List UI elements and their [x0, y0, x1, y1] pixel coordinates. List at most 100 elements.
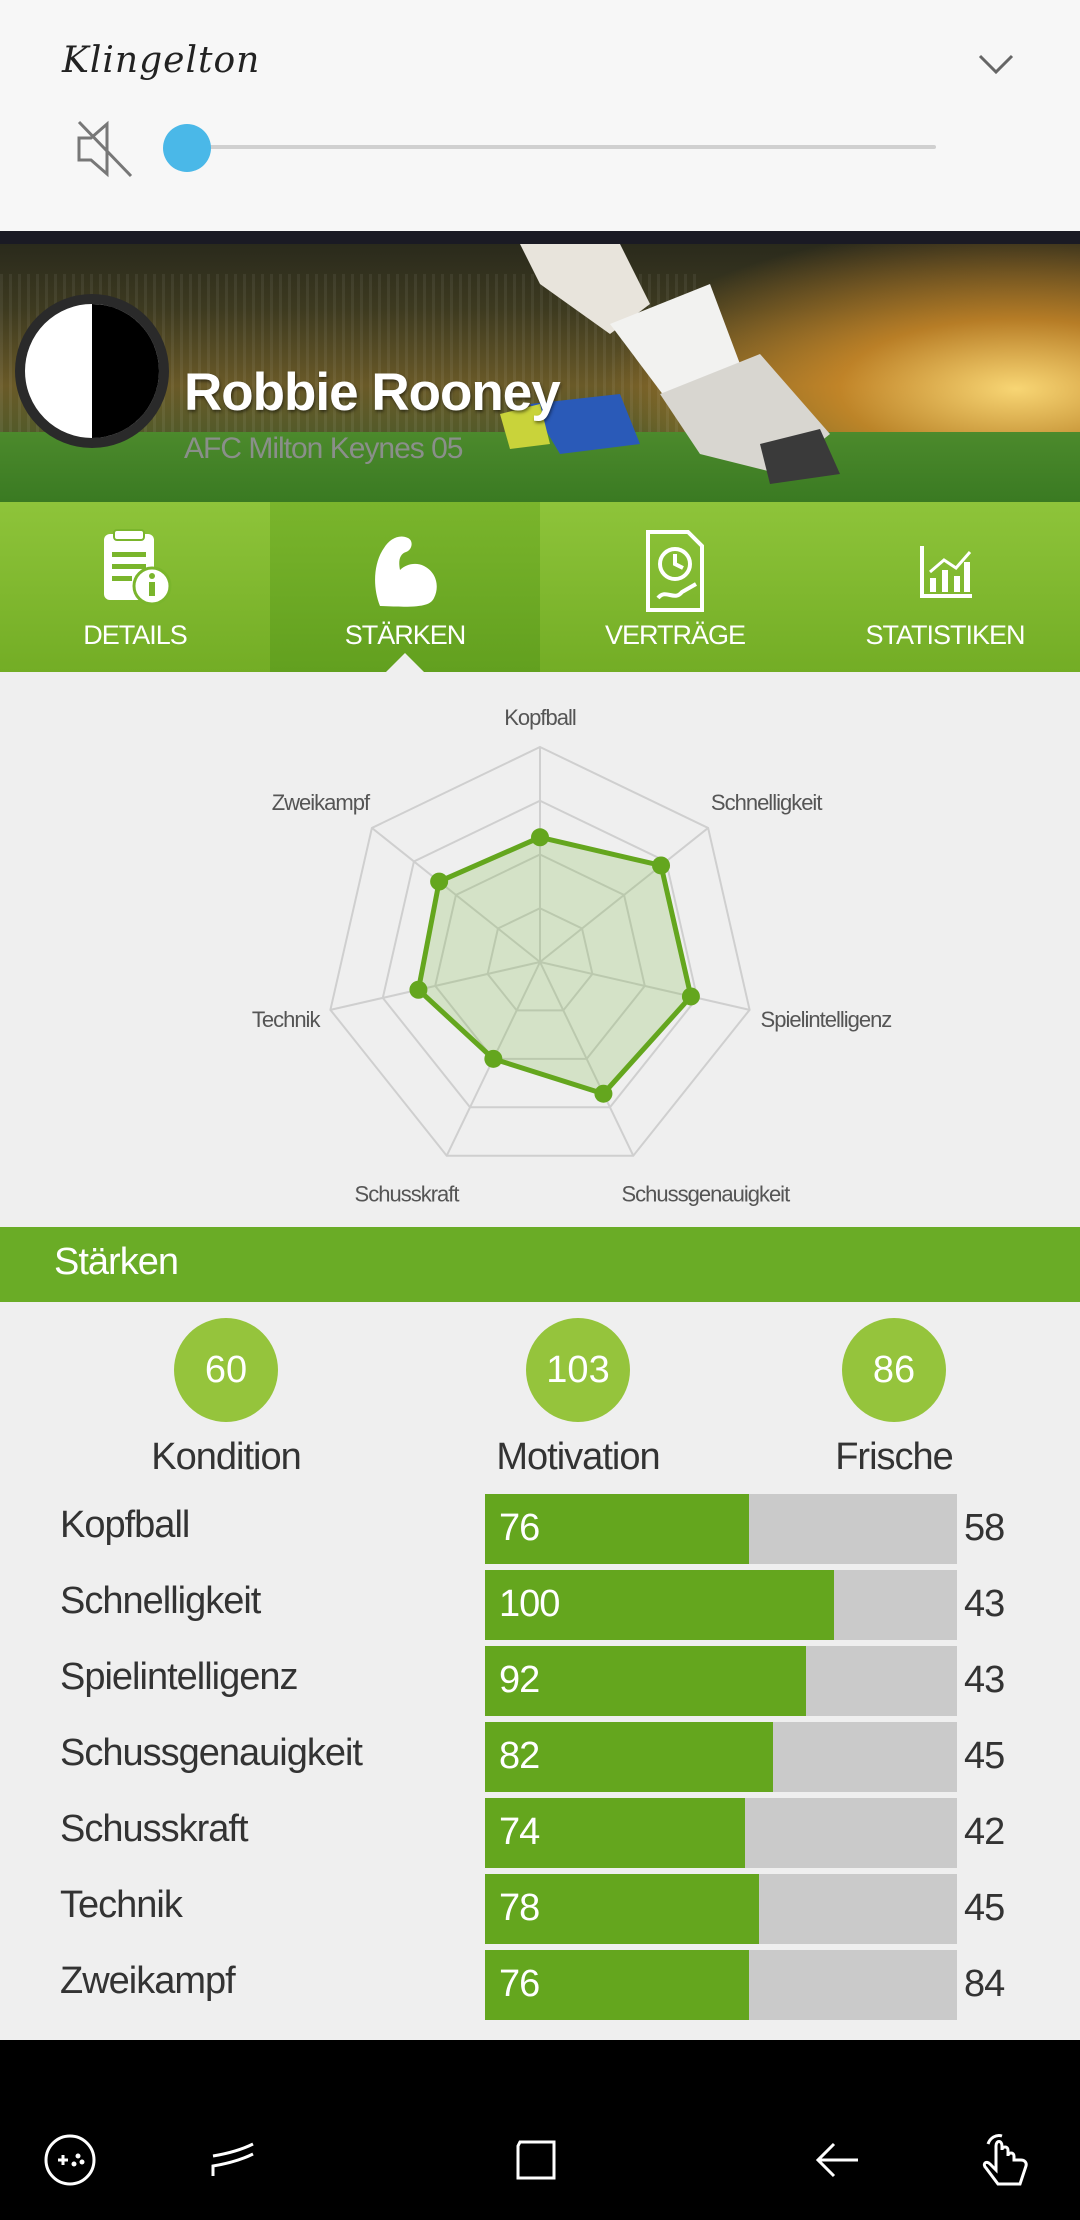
tab-statistiken-label: STATISTIKEN: [865, 620, 1025, 650]
summary-value-circle: 86: [842, 1318, 946, 1422]
recent-apps-icon[interactable]: [203, 2130, 263, 2190]
player-name: Robbie Rooney: [184, 363, 561, 422]
contract-clock-icon: [646, 530, 704, 612]
strength-value: 74: [499, 1811, 540, 1853]
radar-grid-ring: [381, 799, 699, 1109]
radar-spoke: [539, 961, 635, 1157]
section-title: Stärken: [54, 1241, 179, 1283]
summary-kondition: 60 Kondition: [96, 1318, 356, 1479]
summary-motivation: 103 Motivation: [448, 1318, 708, 1479]
touch-assist-icon[interactable]: [976, 2130, 1036, 2190]
radar-chart: Kopfball Schnelligkeit Spielintelligenz Sch…: [252, 705, 892, 1207]
strength-secondary-value: 84: [964, 1963, 1005, 2005]
strength-bar-track: 78: [485, 1874, 957, 1944]
radar-axis-label: Schussgenauigkeit: [622, 1182, 791, 1207]
strength-secondary-value: 45: [964, 1735, 1005, 1777]
radar-chart-area: Kopfball Schnelligkeit Spielintelligenz Sch…: [0, 672, 1080, 1227]
strength-value: 76: [499, 1507, 540, 1549]
radar-point: [430, 872, 449, 891]
strength-bar-fill: [485, 1646, 806, 1716]
home-icon[interactable]: [506, 2130, 566, 2190]
summary-label: Frische: [835, 1436, 954, 1478]
strength-value: 92: [499, 1659, 540, 1701]
strength-label: Zweikampf: [60, 1960, 236, 2002]
header-player-image: [500, 244, 840, 484]
radar-spoke: [539, 827, 709, 963]
system-nav-bar: [0, 2040, 1080, 2220]
radar-axis-label: Spielintelligenz: [761, 1007, 892, 1032]
tab-staerken[interactable]: STÄRKEN: [270, 502, 540, 673]
chevron-down-icon[interactable]: [976, 50, 1016, 80]
strength-bar-track: 76: [485, 1950, 957, 2020]
strength-secondary-value: 43: [964, 1583, 1005, 1625]
strength-secondary-value: 43: [964, 1659, 1005, 1701]
strength-value: 76: [499, 1963, 540, 2005]
radar-grid-ring: [486, 907, 594, 1012]
strength-bar-fill: [485, 1874, 759, 1944]
volume-panel: Klingelton: [0, 0, 1080, 231]
radar-point: [531, 828, 549, 847]
strength-secondary-value: 45: [964, 1887, 1005, 1929]
summary-value-circle: 103: [526, 1318, 630, 1422]
team-name[interactable]: AFC Milton Keynes 05: [184, 432, 463, 465]
strengths-area: 60 Kondition 103 Motivation 86 Frische K…: [0, 1302, 1080, 2040]
strength-secondary-value: 42: [964, 1811, 1005, 1853]
tab-staerken-label: STÄRKEN: [344, 620, 467, 650]
flexed-arm-icon: [375, 536, 437, 607]
tab-vertraege[interactable]: VERTRÄGE: [540, 502, 810, 672]
strength-bar-fill: [485, 1570, 835, 1640]
strength-label: Technik: [60, 1884, 183, 1926]
strength-bar-track: 92: [485, 1646, 957, 1716]
strength-row: Zweikampf 76 84: [0, 1950, 1080, 2020]
player-header: [0, 244, 1080, 502]
radar-point: [594, 1084, 613, 1103]
tab-bar: DETAILS STÄRKEN VERTRÄGE STATISTIKEN: [0, 502, 1080, 673]
radar-point: [652, 856, 671, 875]
summary-label: Kondition: [151, 1436, 301, 1478]
radar-spoke: [371, 827, 541, 963]
mute-icon[interactable]: [75, 118, 135, 180]
tab-vertraege-label: VERTRÄGE: [604, 620, 746, 650]
chart-icon: [920, 546, 972, 598]
strength-bar-fill: [485, 1494, 750, 1564]
document-info-icon: [104, 529, 172, 606]
radar-series-area: [415, 834, 694, 1097]
tab-details-label: DETAILS: [83, 620, 188, 650]
strength-bar-track: 100: [485, 1570, 957, 1640]
strength-bar-track: 74: [485, 1798, 957, 1868]
strength-row: Schussgenauigkeit 82 45: [0, 1722, 1080, 1792]
summary-label: Motivation: [496, 1436, 660, 1478]
radar-point: [681, 987, 700, 1006]
strength-row: Kopfball 76 58: [0, 1494, 1080, 1564]
active-tab-indicator: [385, 653, 425, 673]
strength-bar-track: 76: [485, 1494, 957, 1564]
volume-slider-thumb[interactable]: [163, 124, 211, 172]
radar-axis-label: Schnelligkeit: [711, 790, 822, 815]
club-logo: [15, 294, 169, 448]
strength-secondary-value: 58: [964, 1507, 1005, 1549]
strength-row: Technik 78 45: [0, 1874, 1080, 1944]
strength-bar-fill: [485, 1798, 745, 1868]
radar-spoke: [330, 961, 541, 1011]
radar-spoke: [539, 961, 750, 1011]
strength-label: Spielintelligenz: [60, 1656, 298, 1698]
back-icon[interactable]: [808, 2130, 868, 2190]
tab-statistiken[interactable]: STATISTIKEN: [810, 502, 1080, 672]
strength-label: Kopfball: [60, 1504, 190, 1546]
radar-point: [484, 1049, 503, 1068]
game-launcher-icon[interactable]: [40, 2130, 100, 2190]
tab-details[interactable]: DETAILS: [0, 502, 270, 672]
strength-label: Schnelligkeit: [60, 1580, 261, 1622]
strength-value: 78: [499, 1887, 540, 1929]
radar-axis-label: Technik: [252, 1007, 322, 1032]
volume-panel-title: Klingelton: [62, 40, 261, 81]
strength-row: Schusskraft 74 42: [0, 1798, 1080, 1868]
strength-label: Schussgenauigkeit: [60, 1732, 363, 1774]
strength-bar-fill: [485, 1950, 750, 2020]
radar-grid-ring: [329, 745, 751, 1157]
strength-bar-track: 82: [485, 1722, 957, 1792]
strength-label: Schusskraft: [60, 1808, 249, 1850]
summary-value-circle: 60: [174, 1318, 278, 1422]
radar-axis-label: Kopfball: [504, 705, 576, 730]
volume-slider-track[interactable]: [186, 145, 936, 149]
